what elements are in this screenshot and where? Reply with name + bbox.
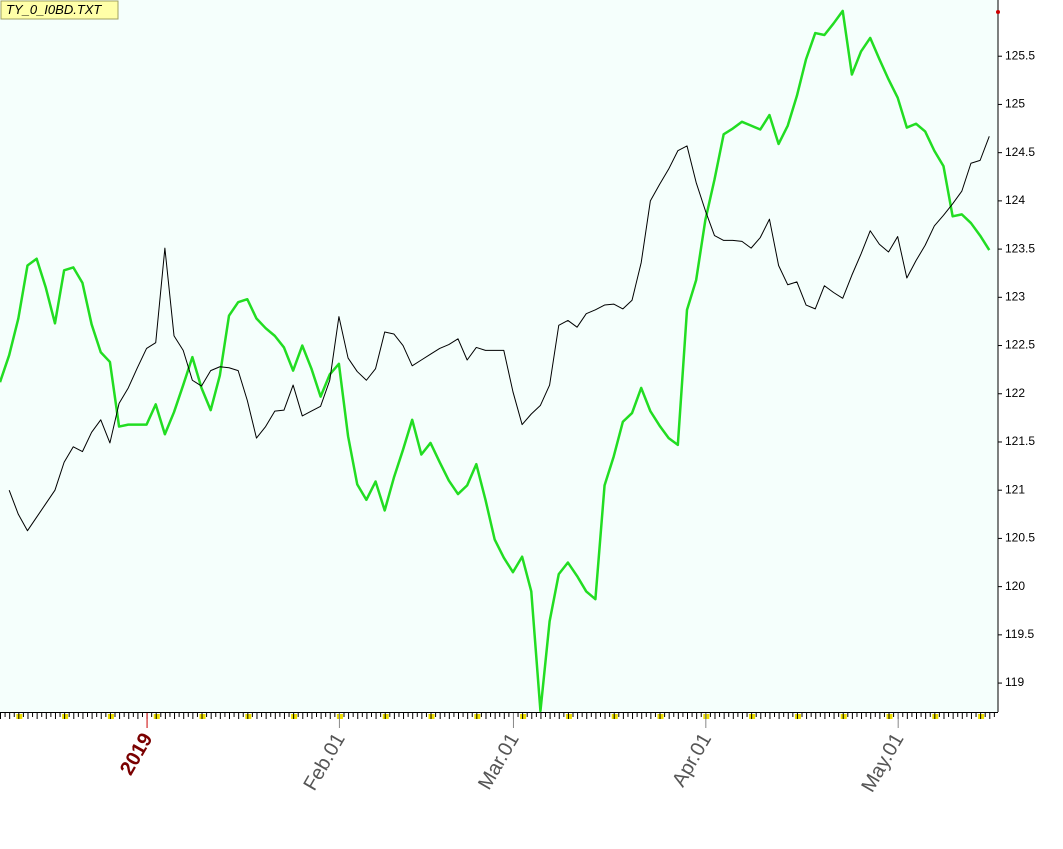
x-tick-label: Feb.01 [300, 730, 350, 795]
y-tick-label: 121.5 [1005, 434, 1035, 448]
series-line [0, 9, 991, 713]
x-tick-label: May.01 [857, 730, 908, 797]
axis-marker [996, 10, 1000, 14]
x-tick-label: Mar.01 [474, 730, 524, 794]
y-tick-label: 119 [1005, 675, 1024, 689]
y-tick-label: 125 [1005, 97, 1025, 111]
x-tick-label: 2019 [116, 730, 157, 780]
x-tick-label: Apr.01 [668, 730, 716, 791]
y-tick-label: 125.5 [1005, 48, 1035, 62]
y-tick-label: 120.5 [1005, 531, 1035, 545]
series-line [8, 136, 990, 532]
title-box [0, 0, 119, 20]
y-tick-label: 122 [1005, 386, 1025, 400]
y-tick-label: 123 [1005, 289, 1025, 303]
y-tick-label: 119.5 [1005, 627, 1034, 641]
plot-background [0, 0, 998, 712]
y-tick-label: 121 [1005, 482, 1025, 496]
lines-layer [0, 9, 991, 713]
y-tick-label: 122.5 [1005, 338, 1035, 352]
chart-title: TY_0_I0BD.TXT [6, 2, 102, 17]
y-tick-label: 124.5 [1005, 145, 1035, 159]
y-tick-label: 123.5 [1005, 241, 1035, 255]
y-tick-label: 120 [1005, 579, 1025, 593]
y-tick-label: 124 [1005, 193, 1025, 207]
